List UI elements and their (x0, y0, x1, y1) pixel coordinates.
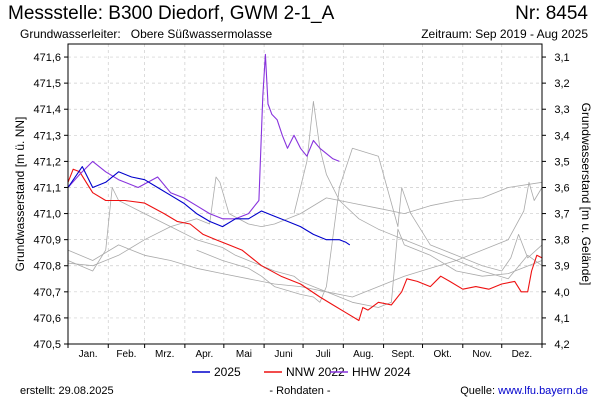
grid-lines (67, 44, 543, 345)
raw-data-note: - Rohdaten - (269, 385, 331, 397)
rawdata-series-line (293, 101, 543, 280)
aquifer-info: Grundwasserleiter: Obere Süßwassermolass… (20, 27, 272, 41)
y-tick-label: 470,5 (33, 339, 61, 351)
month-label: Juli (316, 349, 331, 360)
month-label: Apr. (195, 349, 213, 360)
month-label: Mrz. (155, 349, 174, 360)
source-label: Quelle: (460, 385, 496, 397)
y-tick-label: 471,2 (33, 156, 61, 168)
y2-axis-label: Grundwasserstand [m u. Gelände] (579, 103, 593, 286)
axes: 470,5 470,6 470,7 470,8 470,9 471,0 471,1 471,2… (33, 52, 569, 360)
legend: 2025 NNW 2022 HHW 2024 (192, 365, 411, 379)
plot-frame (67, 43, 543, 345)
created-date: erstellt: 29.08.2025 (20, 385, 114, 397)
aquifer-value: Obere Süßwassermolasse (130, 27, 273, 41)
y2-tick-label: 3,5 (554, 156, 569, 168)
y-tick-label: 471,3 (33, 130, 61, 142)
station-title: Messstelle: B300 Diedorf, GWM 2-1_A (8, 3, 335, 24)
source-link[interactable]: www.lfu.bayern.de (498, 385, 588, 397)
y-tick-label: 470,6 (33, 313, 61, 325)
y-tick-label: 471,6 (33, 52, 61, 64)
series-line-hhw-2024 (67, 53, 340, 220)
rawdata-series-line (67, 181, 543, 298)
month-label: Dez. (512, 349, 533, 360)
y2-tick-label: 3,4 (554, 130, 569, 142)
month-label: Mai (236, 349, 252, 360)
month-label: Okt. (433, 349, 451, 360)
month-label: Juni (274, 349, 292, 360)
y-tick-label: 470,8 (33, 261, 61, 273)
y2-tick-label: 3,1 (554, 52, 569, 64)
series-lines (67, 53, 543, 322)
series-line-nnw-2022 (67, 168, 543, 322)
y2-tick-label: 4,1 (554, 313, 569, 325)
legend-label: NNW 2022 (286, 365, 345, 379)
y-tick-label: 471,1 (33, 182, 61, 194)
month-label: Nov. (472, 349, 492, 360)
y2-tick-label: 4,0 (554, 287, 569, 299)
month-label: Jan. (79, 349, 98, 360)
month-label: Feb. (116, 349, 136, 360)
y2-tick-label: 3,2 (554, 78, 569, 90)
y2-tick-label: 3,7 (554, 209, 569, 221)
y2-tick-label: 3,3 (554, 104, 569, 116)
period-info: Zeitraum: Sep 2019 - Aug 2025 (421, 27, 588, 41)
y-tick-label: 471,4 (33, 104, 61, 116)
y-tick-label: 471,5 (33, 78, 61, 90)
y2-tick-label: 3,8 (554, 235, 569, 247)
aquifer-label: Grundwasserleiter: (20, 27, 121, 41)
y2-tick-label: 4,2 (554, 339, 569, 351)
rawdata-series-line (196, 147, 543, 303)
month-label: Aug. (353, 349, 374, 360)
month-label: Sept. (391, 349, 414, 360)
y2-tick-label: 3,6 (554, 182, 569, 194)
y-axis-label: Grundwasserstand [m ü. NN] (13, 117, 27, 272)
y-tick-label: 471,0 (33, 209, 61, 221)
rawdata-series-line (67, 176, 543, 267)
series-line-2025 (67, 166, 351, 246)
source-info: Quelle: www.lfu.bayern.de (460, 385, 588, 397)
y-tick-label: 470,7 (33, 287, 61, 299)
station-number: Nr: 8454 (515, 3, 588, 24)
legend-label: HHW 2024 (352, 365, 411, 379)
legend-label: 2025 (214, 365, 241, 379)
y2-tick-label: 3,9 (554, 261, 569, 273)
y-tick-label: 470,9 (33, 235, 61, 247)
rawdata-series-line (67, 187, 543, 308)
